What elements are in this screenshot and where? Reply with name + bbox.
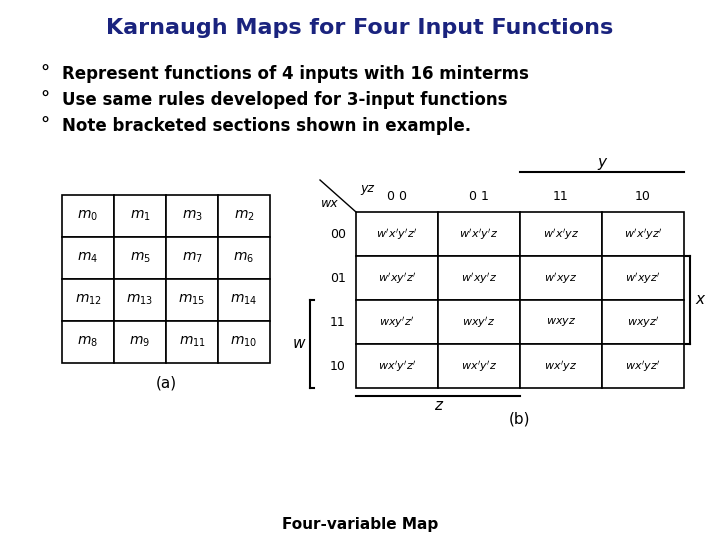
- Bar: [218, 237, 270, 279]
- Text: $m_{11}$: $m_{11}$: [179, 335, 205, 349]
- Text: y: y: [598, 155, 606, 170]
- Text: 01: 01: [330, 272, 346, 285]
- Text: $m_6$: $m_6$: [233, 251, 254, 265]
- Bar: [114, 279, 166, 321]
- Bar: [114, 237, 166, 279]
- Bar: [356, 212, 438, 256]
- Text: °: °: [40, 117, 50, 135]
- Text: 00: 00: [330, 227, 346, 240]
- Text: °: °: [40, 91, 50, 109]
- Text: $w'x'y'z'$: $w'x'y'z'$: [377, 226, 418, 241]
- Text: yz: yz: [360, 182, 374, 195]
- Text: $w'x'yz'$: $w'x'yz'$: [624, 226, 662, 241]
- Text: $m_1$: $m_1$: [130, 209, 150, 223]
- Text: Karnaugh Maps for Four Input Functions: Karnaugh Maps for Four Input Functions: [107, 18, 613, 38]
- Bar: [218, 195, 270, 237]
- Text: °: °: [40, 65, 50, 83]
- Text: (b): (b): [509, 412, 531, 427]
- Bar: [166, 321, 218, 363]
- Bar: [166, 237, 218, 279]
- Text: $m_5$: $m_5$: [130, 251, 150, 265]
- Bar: [520, 300, 602, 344]
- Text: $m_{10}$: $m_{10}$: [230, 335, 258, 349]
- Bar: [356, 256, 438, 300]
- Text: Note bracketed sections shown in example.: Note bracketed sections shown in example…: [62, 117, 471, 135]
- Text: $w'x'yz$: $w'x'yz$: [543, 226, 579, 241]
- Bar: [602, 256, 684, 300]
- Text: wx: wx: [321, 197, 338, 210]
- Bar: [218, 279, 270, 321]
- Bar: [602, 344, 684, 388]
- Bar: [114, 195, 166, 237]
- Bar: [62, 195, 114, 237]
- Bar: [602, 300, 684, 344]
- Bar: [62, 279, 114, 321]
- Bar: [166, 195, 218, 237]
- Text: Four-variable Map: Four-variable Map: [282, 517, 438, 532]
- Text: $wx'yz'$: $wx'yz'$: [625, 359, 661, 374]
- Text: 0 0: 0 0: [387, 190, 407, 202]
- Text: $m_7$: $m_7$: [181, 251, 202, 265]
- Text: 0 1: 0 1: [469, 190, 489, 202]
- Bar: [438, 256, 520, 300]
- Bar: [62, 321, 114, 363]
- Text: $m_0$: $m_0$: [78, 209, 99, 223]
- Bar: [520, 344, 602, 388]
- Text: Represent functions of 4 inputs with 16 minterms: Represent functions of 4 inputs with 16 …: [62, 65, 529, 83]
- Bar: [520, 256, 602, 300]
- Text: $m_3$: $m_3$: [181, 209, 202, 223]
- Text: $w'xyz'$: $w'xyz'$: [625, 271, 661, 286]
- Text: $m_8$: $m_8$: [78, 335, 99, 349]
- Text: $m_2$: $m_2$: [233, 209, 254, 223]
- Text: (a): (a): [156, 375, 176, 390]
- Text: $m_4$: $m_4$: [78, 251, 99, 265]
- Bar: [166, 279, 218, 321]
- Bar: [114, 321, 166, 363]
- Text: $w'xy'z$: $w'xy'z$: [461, 271, 497, 286]
- Text: $m_{14}$: $m_{14}$: [230, 293, 258, 307]
- Text: $wx'yz$: $wx'yz$: [544, 359, 577, 374]
- Text: z: z: [434, 398, 442, 413]
- Text: $w'xyz$: $w'xyz$: [544, 271, 577, 286]
- Text: x: x: [695, 293, 704, 307]
- Bar: [356, 300, 438, 344]
- Text: $wxy'z'$: $wxy'z'$: [379, 314, 415, 329]
- Text: $wx'y'z'$: $wx'y'z'$: [378, 359, 416, 374]
- Text: $m_{13}$: $m_{13}$: [127, 293, 153, 307]
- Bar: [520, 212, 602, 256]
- Text: $wxyz$: $wxyz$: [546, 316, 576, 328]
- Text: 10: 10: [330, 360, 346, 373]
- Text: $m_{15}$: $m_{15}$: [179, 293, 205, 307]
- Text: 11: 11: [330, 315, 346, 328]
- Text: w: w: [292, 336, 305, 352]
- Text: $m_{12}$: $m_{12}$: [75, 293, 102, 307]
- Bar: [438, 212, 520, 256]
- Text: $w'x'y'z$: $w'x'y'z$: [459, 226, 498, 241]
- Text: $w'xy'z'$: $w'xy'z'$: [378, 271, 416, 286]
- Bar: [356, 344, 438, 388]
- Bar: [62, 237, 114, 279]
- Bar: [438, 300, 520, 344]
- Text: 11: 11: [553, 190, 569, 202]
- Bar: [438, 344, 520, 388]
- Text: 10: 10: [635, 190, 651, 202]
- Bar: [218, 321, 270, 363]
- Text: $m_9$: $m_9$: [130, 335, 150, 349]
- Text: $wxyz'$: $wxyz'$: [626, 314, 660, 329]
- Text: Use same rules developed for 3-input functions: Use same rules developed for 3-input fun…: [62, 91, 508, 109]
- Text: $wxy'z$: $wxy'z$: [462, 314, 495, 329]
- Bar: [602, 212, 684, 256]
- Text: $wx'y'z$: $wx'y'z$: [461, 359, 497, 374]
